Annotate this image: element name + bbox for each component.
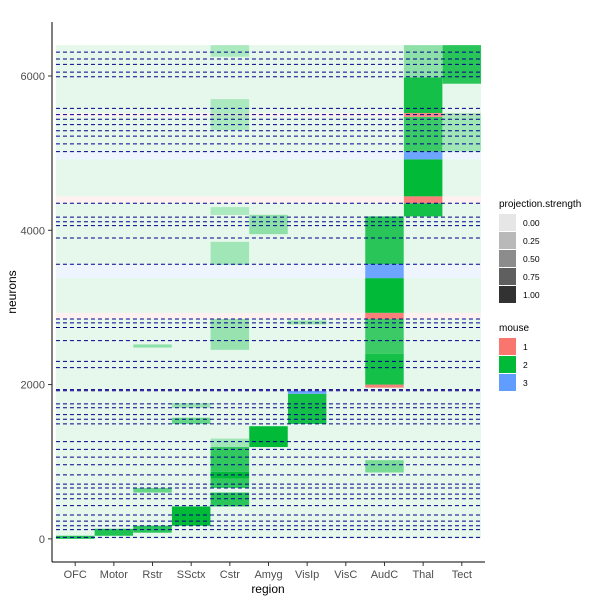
legend-mouse-label: 1 <box>523 342 528 352</box>
x-tick-label-ssctx: SSctx <box>177 569 206 581</box>
cell-cstr-6250 <box>210 45 250 57</box>
cell-rstr-2480 <box>133 344 172 348</box>
legend-mouse-title: mouse <box>499 323 529 334</box>
boundary-lines <box>55 51 482 538</box>
x-tick-label-ofc: OFC <box>64 569 87 581</box>
cell-cstr-5300 <box>210 99 250 130</box>
x-tick-label-thal: Thal <box>412 569 433 581</box>
legend-strength-label: 0.25 <box>523 236 540 246</box>
mouse-band-1 <box>55 196 482 204</box>
cell-cstr-870 <box>210 447 250 472</box>
legend-strength-label: 0.75 <box>523 272 540 282</box>
legend-mouse-label: 3 <box>523 378 528 388</box>
cell-thal-4350 <box>403 196 443 204</box>
legend-strength-swatch <box>499 232 516 249</box>
cell-audc-2850 <box>365 312 404 319</box>
x-tick-label-visip: VisIp <box>295 569 319 581</box>
cell-cstr-660 <box>210 478 250 488</box>
mouse-band-3 <box>55 264 482 279</box>
x-tick-label-visc: VisC <box>334 569 357 581</box>
legend-projection-strength: projection.strength 0.00 0.25 0.50 0.75 1.00 <box>499 199 581 303</box>
cell-rstr-600 <box>133 487 172 493</box>
cell-cstr-780 <box>210 471 250 479</box>
cell-thal-4920 <box>403 151 443 160</box>
cell-visip-1880 <box>287 390 327 394</box>
legend-strength-swatch <box>499 268 516 285</box>
y-tick-label: 4000 <box>21 225 45 237</box>
cell-thal-4180 <box>403 203 443 217</box>
x-tick-label-audc: AudC <box>371 569 399 581</box>
cell-audc-2930 <box>365 278 404 313</box>
cell-audc-1960 <box>365 384 404 388</box>
x-tick-label-cstr: Cstr <box>220 569 241 581</box>
cell-visip-2780 <box>287 320 327 325</box>
y-tick-label: 2000 <box>21 380 45 392</box>
legend-strength-label: 0.50 <box>523 254 540 264</box>
mouse-band-1 <box>55 389 482 391</box>
legend-strength-title: projection.strength <box>499 199 581 210</box>
cell-cstr-420 <box>210 492 250 507</box>
legend-strength-swatch <box>499 250 516 267</box>
x-tick-label-rstr: Rstr <box>142 569 163 581</box>
cell-audc-3560 <box>365 216 404 265</box>
y-axis-title: neurons <box>5 270 19 313</box>
legend-mouse: mouse 1 2 3 <box>499 323 529 391</box>
cell-amyg-1190 <box>249 426 288 448</box>
y-tick-label: 0 <box>39 534 45 546</box>
legend-mouse-swatch-3 <box>499 374 516 391</box>
legend-strength-label: 1.00 <box>523 290 540 300</box>
x-axis-title: region <box>251 582 284 596</box>
cell-motor-40 <box>94 528 134 536</box>
x-tick-label-tect: Tect <box>452 569 472 581</box>
cell-ssctx-1490 <box>171 417 211 424</box>
x-tick-label-motor: Motor <box>100 569 128 581</box>
cell-cstr-2450 <box>210 319 250 350</box>
cell-thal-5520 <box>403 77 443 114</box>
mouse-band-3 <box>55 151 482 160</box>
legend-mouse-swatch-1 <box>499 338 516 355</box>
y-tick-label: 6000 <box>21 71 45 83</box>
legend-strength-swatch <box>499 286 516 303</box>
cell-ofc-0 <box>55 535 95 539</box>
legend-mouse-label: 2 <box>523 360 528 370</box>
mouse-band-2 <box>55 278 482 313</box>
cell-thal-5020 <box>403 116 443 152</box>
cell-thal-5980 <box>403 45 443 78</box>
legend-mouse-swatch-2 <box>499 356 516 373</box>
x-tick-label-amyg: Amyg <box>254 569 282 581</box>
cell-thal-4440 <box>403 159 443 197</box>
legend-strength-swatch <box>499 214 516 231</box>
cell-audc-2400 <box>365 319 404 354</box>
cell-ssctx-170 <box>171 506 211 526</box>
cell-visip-1490 <box>287 393 327 424</box>
cell-audc-3380 <box>365 264 404 279</box>
cell-cstr-3550 <box>210 241 250 265</box>
legend-strength-label: 0.00 <box>523 218 540 228</box>
cell-cstr-1190 <box>210 438 250 448</box>
cell-audc-860 <box>365 460 404 473</box>
cell-rstr-80 <box>133 525 172 533</box>
y-ticks: 0 2000 4000 6000 <box>21 71 52 546</box>
mouse-band-1 <box>55 312 482 319</box>
x-ticks: OFC Motor Rstr SSctx Cstr Amyg VisIp VisC AudC Th… <box>64 562 472 581</box>
cell-cstr-4200 <box>210 207 250 215</box>
mouse-band-2 <box>55 319 482 390</box>
cell-amyg-3950 <box>249 214 288 235</box>
plot-area <box>55 45 482 539</box>
cell-ssctx-1700 <box>171 403 211 408</box>
cell-audc-2000 <box>365 353 404 385</box>
